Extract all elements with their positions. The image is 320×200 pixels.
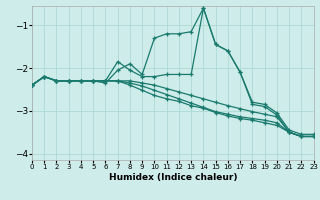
X-axis label: Humidex (Indice chaleur): Humidex (Indice chaleur)	[108, 173, 237, 182]
